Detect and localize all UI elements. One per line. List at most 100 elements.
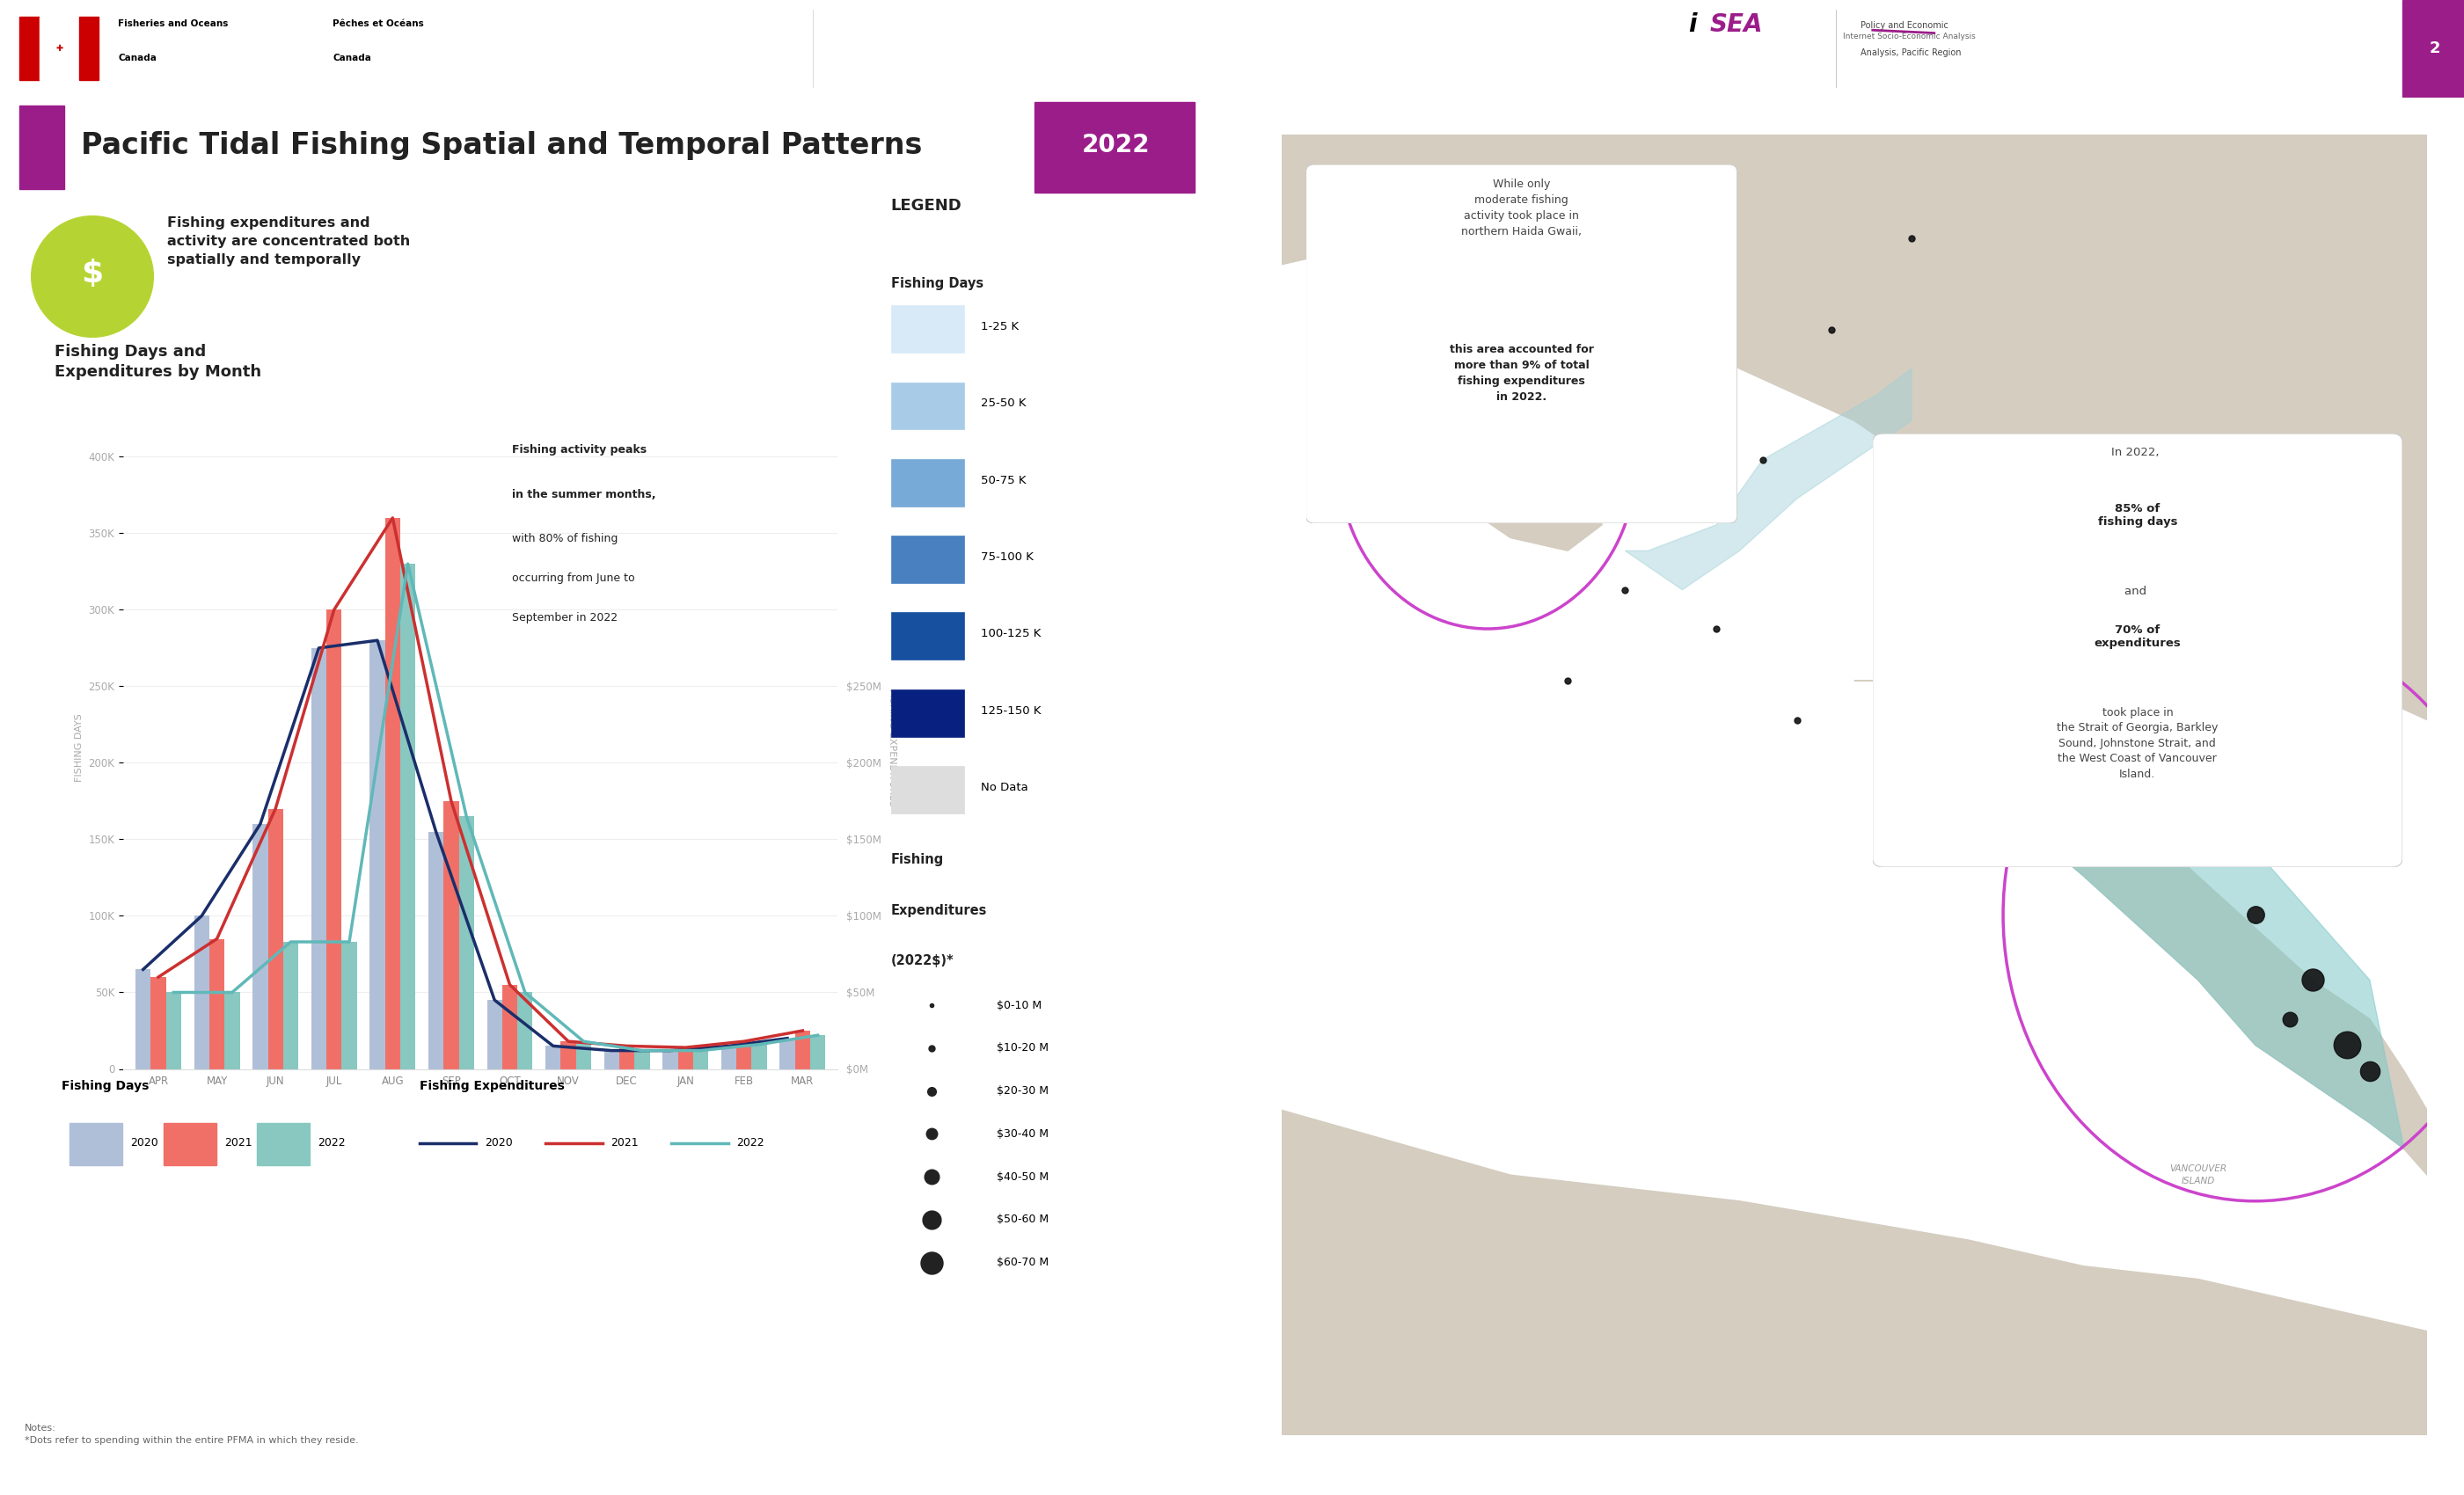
Bar — [342, 942, 357, 1069]
Text: i: i — [1688, 12, 1695, 36]
Bar — [722, 1046, 737, 1069]
Text: Fishing expenditures and
activity are concentrated both
spatially and temporally: Fishing expenditures and activity are co… — [168, 217, 411, 266]
Bar — [892, 765, 963, 813]
Bar — [79, 16, 99, 79]
Text: Analysis, Pacific Region: Analysis, Pacific Region — [1860, 49, 1961, 57]
Bar — [692, 1051, 707, 1069]
Text: 2021: 2021 — [611, 1138, 638, 1148]
Bar — [503, 985, 517, 1069]
Bar — [370, 640, 384, 1069]
Text: Expenditures: Expenditures — [892, 903, 988, 916]
Text: 2022: 2022 — [318, 1138, 345, 1148]
Polygon shape — [1281, 1109, 2427, 1435]
Text: ✚: ✚ — [57, 43, 62, 52]
Bar — [269, 809, 283, 1069]
Text: 50-75 K: 50-75 K — [981, 474, 1025, 486]
Text: $20-30 M: $20-30 M — [995, 1085, 1050, 1097]
Bar — [604, 1051, 618, 1069]
Bar — [892, 459, 963, 507]
Text: VANCOUVER
ISLAND: VANCOUVER ISLAND — [2168, 1165, 2227, 1186]
Bar — [150, 978, 165, 1069]
Text: No Data: No Data — [981, 782, 1027, 792]
Text: 2022: 2022 — [1082, 133, 1151, 157]
Bar — [209, 939, 224, 1069]
Text: $60-70 M: $60-70 M — [995, 1257, 1050, 1268]
Bar — [892, 383, 963, 429]
Bar — [892, 689, 963, 737]
Polygon shape — [1395, 395, 1602, 550]
Text: In 2022,: In 2022, — [2112, 447, 2163, 457]
Bar — [1035, 102, 1195, 193]
Bar — [163, 1123, 217, 1166]
Text: Fishing Expenditures: Fishing Expenditures — [419, 1079, 564, 1093]
Bar — [69, 1123, 123, 1166]
Bar — [254, 824, 269, 1069]
Text: Fisheries and Oceans: Fisheries and Oceans — [118, 19, 229, 28]
Bar — [779, 1039, 796, 1069]
Text: Notes:
*Dots refer to spending within the entire PFMA in which they reside.: Notes: *Dots refer to spending within th… — [25, 1423, 360, 1444]
Bar — [488, 1000, 503, 1069]
Text: Pacific Tidal Fishing Spatial and Temporal Patterns: Pacific Tidal Fishing Spatial and Tempor… — [81, 130, 922, 160]
Bar — [545, 1046, 562, 1069]
Text: $50-60 M: $50-60 M — [995, 1214, 1050, 1226]
Text: Internet Socio-Economic Analysis: Internet Socio-Economic Analysis — [1843, 33, 1976, 40]
Bar — [39, 16, 79, 79]
Text: 85% of
fishing days: 85% of fishing days — [2097, 502, 2178, 528]
Bar — [636, 1051, 650, 1069]
Text: Fishing activity peaks: Fishing activity peaks — [513, 444, 646, 456]
Bar — [20, 105, 64, 190]
Text: 2022: 2022 — [737, 1138, 764, 1148]
Text: September in 2022: September in 2022 — [513, 611, 618, 623]
Bar — [224, 993, 239, 1069]
Text: Canada: Canada — [118, 54, 158, 63]
Text: $40-50 M: $40-50 M — [995, 1171, 1050, 1183]
Text: $0-10 M: $0-10 M — [995, 1000, 1042, 1011]
Text: 2020: 2020 — [131, 1138, 158, 1148]
Text: Pêches et Océans: Pêches et Océans — [333, 19, 424, 28]
Text: 2020: 2020 — [485, 1138, 513, 1148]
Bar — [310, 647, 325, 1069]
Text: Fishing Days: Fishing Days — [892, 277, 983, 290]
Bar — [618, 1046, 636, 1069]
Bar — [195, 916, 209, 1069]
Bar — [429, 831, 444, 1069]
Polygon shape — [1855, 668, 2427, 1175]
Text: 100-125 K: 100-125 K — [981, 628, 1040, 640]
Bar — [2402, 0, 2464, 97]
FancyBboxPatch shape — [1306, 164, 1737, 523]
Bar — [678, 1048, 692, 1069]
Text: 70% of
expenditures: 70% of expenditures — [2094, 625, 2181, 649]
Bar — [165, 993, 182, 1069]
Bar — [752, 1045, 766, 1069]
Text: $10-20 M: $10-20 M — [995, 1042, 1050, 1054]
Text: 2021: 2021 — [224, 1138, 251, 1148]
Text: SEA: SEA — [1710, 12, 1764, 36]
Bar — [517, 993, 532, 1069]
Text: 2: 2 — [2430, 40, 2439, 57]
Text: 1-25 K: 1-25 K — [981, 321, 1018, 332]
Text: 25-50 K: 25-50 K — [981, 398, 1025, 410]
Text: with 80% of fishing: with 80% of fishing — [513, 534, 618, 544]
Bar — [892, 305, 963, 353]
Bar — [892, 613, 963, 659]
Bar — [458, 816, 473, 1069]
Bar — [136, 969, 150, 1069]
Bar — [325, 610, 342, 1069]
Bar — [663, 1051, 678, 1069]
Bar — [562, 1042, 577, 1069]
Bar — [892, 535, 963, 583]
Polygon shape — [1626, 369, 1912, 591]
Text: occurring from June to: occurring from June to — [513, 573, 636, 585]
Text: took place in
the Strait of Georgia, Barkley
Sound, Johnstone Strait, and
the We: took place in the Strait of Georgia, Bar… — [2057, 707, 2218, 780]
Text: While only
moderate fishing
activity took place in
northern Haida Gwaii,: While only moderate fishing activity too… — [1461, 179, 1582, 238]
Text: 125-150 K: 125-150 K — [981, 704, 1040, 716]
Y-axis label: FISHING EXPENDITURES: FISHING EXPENDITURES — [887, 689, 897, 806]
Bar — [283, 942, 298, 1069]
Text: Policy and Economic: Policy and Economic — [1860, 21, 1949, 30]
Text: Canada: Canada — [333, 54, 372, 63]
Polygon shape — [1878, 629, 2405, 1150]
Bar — [796, 1030, 811, 1069]
Bar — [20, 16, 39, 79]
Bar — [444, 801, 458, 1069]
Text: Fishing Days: Fishing Days — [62, 1079, 148, 1093]
